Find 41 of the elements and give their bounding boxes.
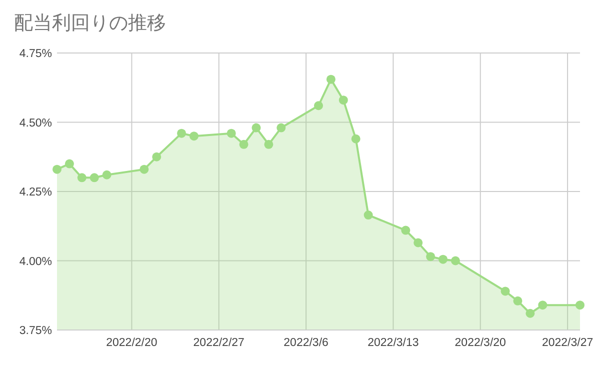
y-tick-label: 4.75% (19, 48, 52, 60)
point (226, 128, 236, 138)
x-tick-label: 2022/3/13 (368, 337, 419, 349)
point (351, 134, 360, 144)
x-tick-label: 2022/2/27 (193, 337, 244, 349)
point (576, 300, 584, 310)
point (177, 128, 186, 138)
x-tick-label: 2022/3/20 (454, 337, 506, 349)
point (326, 74, 336, 84)
point (102, 170, 112, 180)
point (513, 296, 522, 306)
point (252, 123, 261, 132)
point (338, 96, 348, 105)
title: 配当利回りの推移 (14, 13, 166, 34)
point (239, 140, 248, 149)
point (264, 140, 274, 149)
point (314, 101, 323, 110)
point (77, 173, 86, 182)
x-tick-label: 2022/2/20 (106, 337, 158, 349)
point (189, 132, 198, 141)
y-tick-label: 3.75% (19, 325, 52, 337)
point (152, 152, 162, 162)
point (414, 238, 423, 248)
point (450, 256, 460, 266)
point (526, 308, 535, 318)
x-tick-label: 2022/3/27 (542, 337, 594, 349)
point (426, 252, 436, 262)
y-tick-label: 4.25% (19, 186, 52, 198)
point (140, 164, 149, 174)
point (438, 254, 448, 264)
y-tick-label: 4.50% (19, 117, 52, 130)
x-tick-label: 2022/3/6 (284, 337, 328, 349)
point (64, 159, 74, 168)
point (364, 210, 373, 220)
point (538, 300, 548, 310)
y-tick-label: 4.00% (19, 256, 52, 268)
point (52, 164, 62, 174)
point (500, 286, 510, 296)
point (401, 226, 410, 235)
point (276, 123, 286, 132)
point (90, 173, 99, 182)
